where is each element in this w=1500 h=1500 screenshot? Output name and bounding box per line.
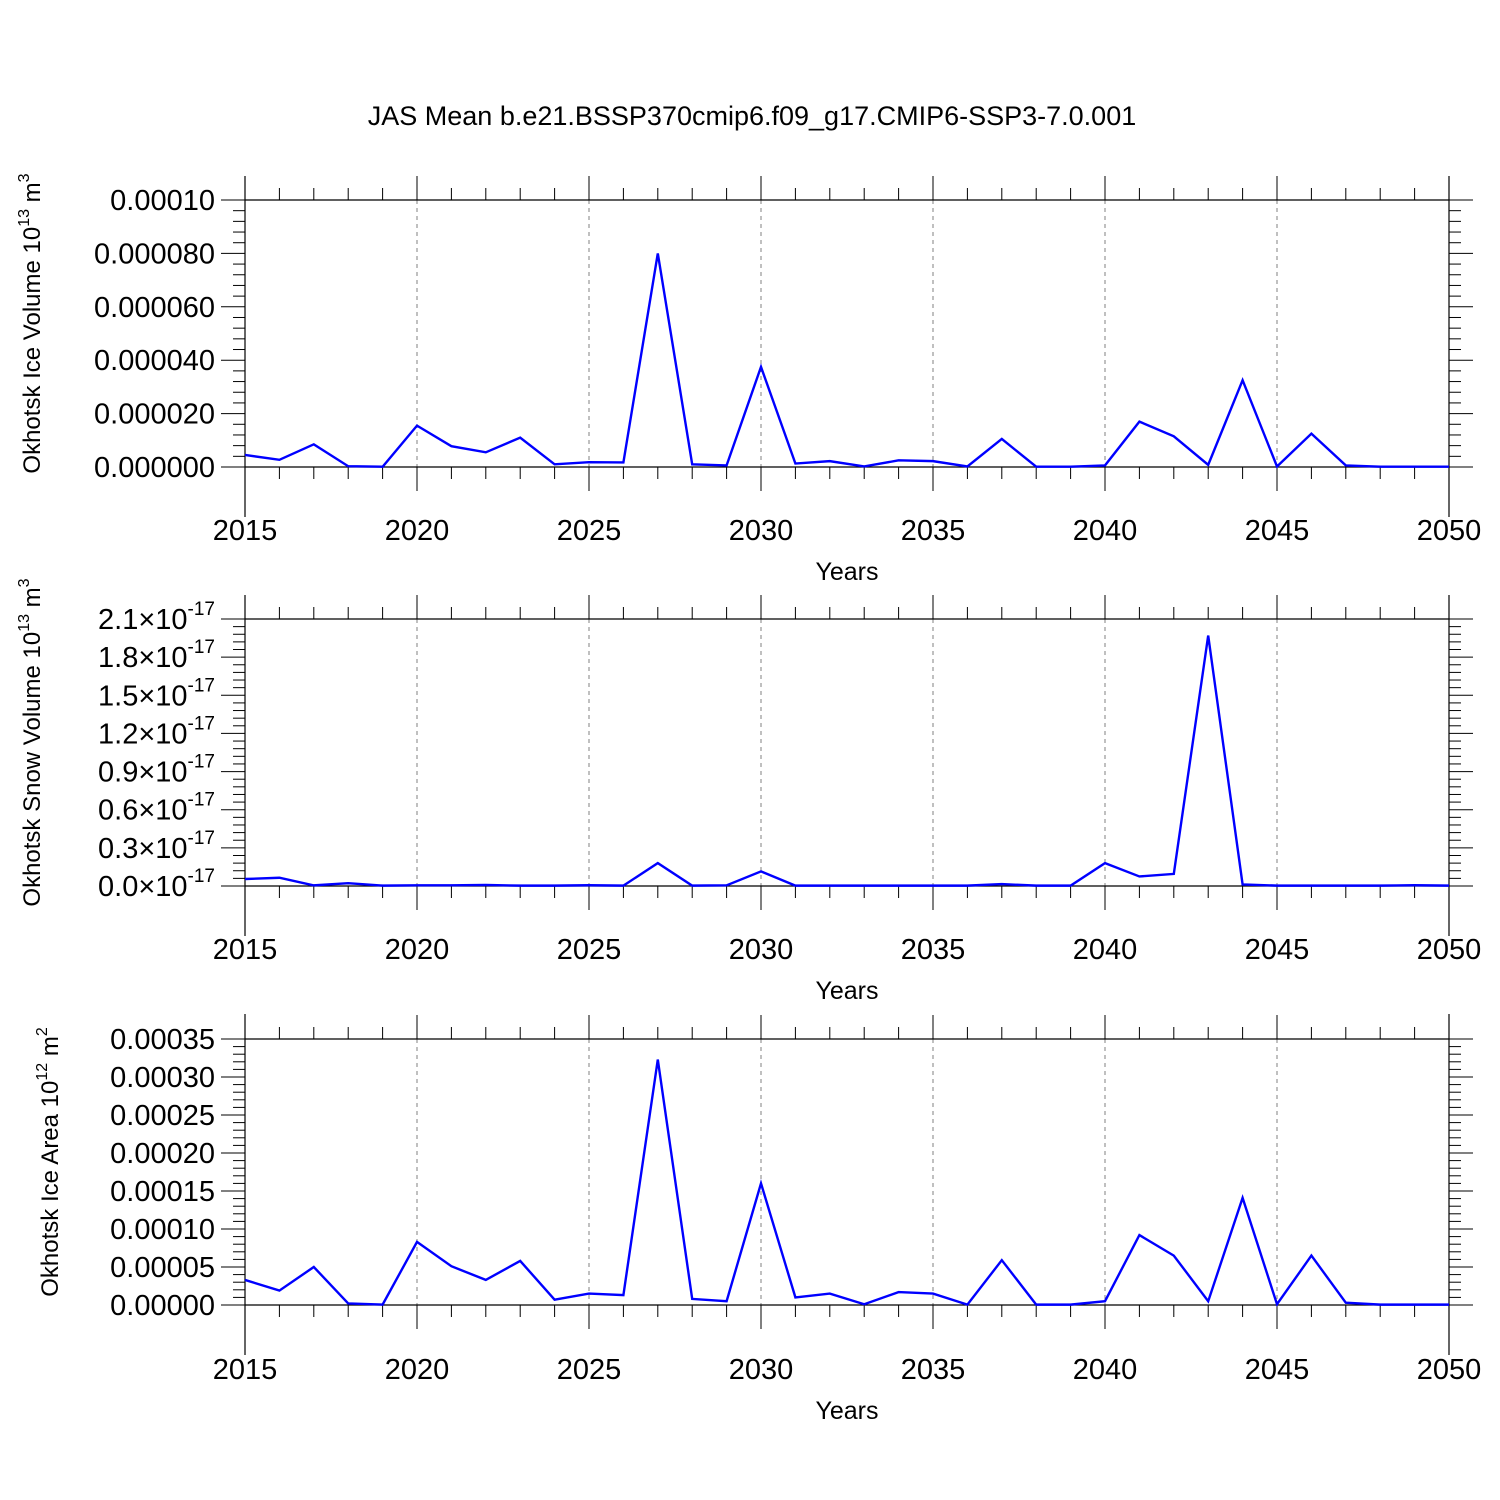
panel-2: 0.0×10-170.3×10-170.6×10-170.9×10-171.2×… <box>16 578 1481 1005</box>
y-tick-label: 0.00010 <box>110 185 215 217</box>
x-axis-label: Years <box>815 558 878 586</box>
x-tick-label: 2025 <box>557 934 622 966</box>
x-tick-label: 2025 <box>557 515 622 547</box>
x-tick-label: 2030 <box>729 515 794 547</box>
panels: 0.000000 0.000020 0.000040 0.000060 0.000080… <box>16 173 1481 1425</box>
x-tick-label: 2015 <box>213 1354 278 1386</box>
y-axis-label: Okhotsk Ice Volume 1013 m3 <box>16 173 46 473</box>
y-axis-label: Okhotsk Snow Volume 1013 m3 <box>16 578 46 906</box>
y-tick-label: 0.00035 <box>110 1024 215 1056</box>
x-tick-label: 2045 <box>1245 1354 1310 1386</box>
y-axis-label: Okhotsk Ice Area 1012 m2 <box>34 1027 64 1297</box>
x-tick-label: 2020 <box>385 934 450 966</box>
y-tick-label: 0.00020 <box>110 1138 215 1170</box>
x-tick-label: 2035 <box>901 515 966 547</box>
y-tick-label: 0.00025 <box>110 1100 215 1132</box>
x-tick-label: 2035 <box>901 1354 966 1386</box>
panel-1: 0.000000 0.000020 0.000040 0.000060 0.000080… <box>16 173 1481 586</box>
y-tick-label: 0.00015 <box>110 1176 215 1208</box>
y-tick-label: 2.1×10-17 <box>98 599 215 636</box>
y-tick-label: 0.6×10-17 <box>98 790 215 827</box>
x-axis-label: Years <box>815 1397 878 1425</box>
y-tick-label: 0.0×10-17 <box>98 866 215 903</box>
x-tick-label: 2050 <box>1417 515 1482 547</box>
x-tick-label: 2030 <box>729 934 794 966</box>
y-tick-label: 0.000060 <box>94 292 215 324</box>
figure-title: JAS Mean b.e21.BSSP370cmip6.f09_g17.CMIP… <box>368 101 1136 131</box>
x-tick-label: 2050 <box>1417 1354 1482 1386</box>
y-tick-label: 0.00010 <box>110 1214 215 1246</box>
x-tick-label: 2020 <box>385 1354 450 1386</box>
y-tick-label: 0.000020 <box>94 399 215 431</box>
y-tick-label: 0.000000 <box>94 452 215 484</box>
x-tick-label: 2045 <box>1245 515 1310 547</box>
y-tick-label: 0.000080 <box>94 238 215 270</box>
y-tick-label: 0.3×10-17 <box>98 828 215 865</box>
y-tick-label: 1.5×10-17 <box>98 675 215 712</box>
y-tick-label: 0.00030 <box>110 1062 215 1094</box>
y-tick-label: 1.8×10-17 <box>98 637 215 674</box>
y-tick-label: 0.9×10-17 <box>98 752 215 789</box>
series-line <box>244 635 1450 887</box>
x-axis-label: Years <box>815 977 878 1005</box>
x-tick-label: 2040 <box>1073 934 1138 966</box>
x-tick-label: 2030 <box>729 1354 794 1386</box>
y-tick-label: 0.00000 <box>110 1290 215 1322</box>
panel-3: 0.00000 0.00005 0.00010 0.00015 0.00020 0.000… <box>34 1014 1481 1425</box>
axes <box>221 1014 1473 1355</box>
series-line <box>244 253 1449 469</box>
x-tick-label: 2040 <box>1073 1354 1138 1386</box>
x-tick-label: 2045 <box>1245 934 1310 966</box>
x-tick-label: 2050 <box>1417 934 1482 966</box>
series-line <box>244 1059 1449 1307</box>
y-tick-label: 0.000040 <box>94 345 215 377</box>
x-tick-label: 2040 <box>1073 515 1138 547</box>
x-tick-label: 2015 <box>213 515 278 547</box>
y-tick-label: 0.00005 <box>110 1252 215 1284</box>
axes <box>221 176 1473 517</box>
x-tick-label: 2020 <box>385 515 450 547</box>
y-tick-label: 1.2×10-17 <box>98 713 215 750</box>
x-tick-label: 2025 <box>557 1354 622 1386</box>
x-tick-label: 2015 <box>213 934 278 966</box>
x-tick-label: 2035 <box>901 934 966 966</box>
